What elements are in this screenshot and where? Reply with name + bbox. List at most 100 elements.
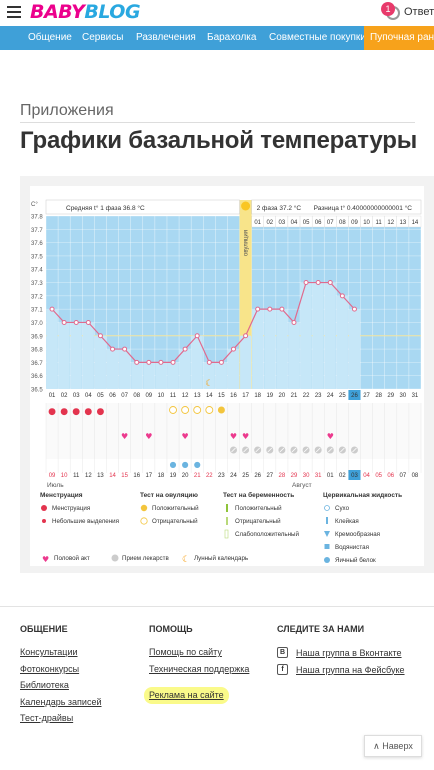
y-unit-label: С° [31,202,38,208]
logo[interactable]: BABYBLOG [30,1,141,23]
nav-item[interactable]: Барахолка [207,32,257,43]
calendar-date-label: 04 [363,473,370,479]
current-day-marker [348,390,361,400]
day-label: 06 [109,393,116,399]
legend-item-label: Слабоположительный [235,531,300,538]
temperature-point [303,280,309,286]
temperature-point [243,333,249,339]
legend-item-label: Небольшие выделения [52,518,119,525]
nav-item[interactable]: Сервисы [82,32,124,43]
value-bar [106,349,119,389]
value-bar [94,335,106,389]
social-fb[interactable]: f Наша группа на Фейсбуке [277,661,405,678]
y-tick-label: 37.6 [31,241,43,247]
day-label: 15 [218,393,225,399]
day-label: 23 [315,393,322,399]
calendar-date-label: 12 [85,473,92,479]
social-link[interactable]: Наша группа в Вконтакте [296,647,402,658]
footer-link-ads[interactable]: Реклама на сайте [144,687,229,704]
footer-link[interactable]: Библиотека [20,680,69,690]
pill-icon-mark [352,447,357,453]
temperature-point [146,359,152,365]
legend-item-label: Положительный [152,505,199,512]
legend-group-title: Тест на беременность [223,491,294,499]
value-bar [252,309,264,389]
ovulation-test-negative-icon [205,406,214,414]
menstruation-icon [41,505,47,511]
temperature-point [194,333,200,339]
y-tick-label: 37.4 [31,268,43,274]
temperature-point [49,306,55,312]
ovulation-test-negative-icon [193,406,202,414]
y-tick-label: 36.6 [31,374,43,380]
footer-link[interactable]: Техническая поддержка [149,663,250,674]
temperature-point [315,280,321,286]
footer-link[interactable]: Консультации [20,647,78,657]
value-bar [300,282,312,389]
menstruation-drop-icon: ● [72,407,80,417]
top-day-label: 11 [376,220,383,226]
answers-link[interactable]: Ответь [404,6,434,18]
day-label: 04 [85,393,92,399]
footer-divider [0,606,434,607]
temperature-point [97,333,103,339]
day-label: 26 [351,393,358,399]
calendar-date-label: 01 [327,473,334,479]
back-to-top-button[interactable]: ∧ Наверх [364,735,422,757]
temperature-point [134,359,140,365]
pill-icon-mark [291,447,297,453]
value-bar [312,282,324,389]
footer-link[interactable]: Тест-драйвы [20,713,74,723]
footer-link[interactable]: Календарь записей [20,696,102,707]
footer-col-help: ПОМОЩЬ Помощь по сайту Техническая подде… [144,624,250,704]
day-label: 27 [363,393,370,399]
day-label: 14 [206,393,213,399]
value-bar [155,362,167,389]
nav-item[interactable]: Совместные покупки [269,32,366,43]
ovulation-test-positive-icon [217,406,225,414]
calendar-date-label: 30 [303,473,310,479]
calendar-date-label: 19 [170,473,177,479]
calendar-date-label: 31 [315,473,322,479]
value-bar [240,335,252,389]
diff-label: Разница t° 0.40000000000001 °C [314,204,413,212]
nav-item-highlighted[interactable]: Пупочная ранк [364,26,434,50]
top-bar: BABYBLOG 1 Ответь [0,0,434,26]
calendar-date-label: 06 [387,473,394,479]
calendar-date-label: 25 [242,473,249,479]
social-link[interactable]: Наша группа на Фейсбуке [296,664,405,675]
footer-heading: ОБЩЕНИЕ [20,624,68,634]
day-label: 24 [327,393,334,399]
pill-icon-mark [267,447,273,453]
breadcrumb[interactable]: Приложения [20,102,114,119]
vk-icon: B [277,647,288,658]
divider [20,122,415,123]
temperature-point [231,346,236,352]
temperature-point [61,319,67,325]
calendar-date-label: 11 [73,473,80,479]
notification-badge[interactable]: 1 [381,2,395,16]
footer-link[interactable]: Помощь по сайту [149,647,222,657]
temperature-point [255,306,261,312]
heart-icon: ♥ [182,432,189,441]
footer-link[interactable]: Фотоконкурсы [20,663,80,674]
day-label: 05 [97,393,104,399]
pill-icon [111,554,119,562]
heart-icon: ♥ [145,432,152,441]
social-vk[interactable]: B Наша группа в Вконтакте [277,644,405,661]
creamy-icon [324,531,330,537]
temperature-point [279,306,285,312]
nav-item[interactable]: Развлечения [136,32,196,43]
legend-item-label: Менструация [52,505,90,512]
day-label: 22 [303,393,310,399]
temperature-point [182,346,188,352]
temperature-point [291,319,297,325]
heart-icon: ♥ [242,432,249,441]
top-day-label: 04 [291,220,298,226]
legend-item-label: Положительный [235,505,282,512]
menu-icon[interactable] [7,6,21,18]
nav-item[interactable]: Общение [28,32,72,43]
top-day-label: 12 [387,220,394,226]
pregnancy-test-icon [226,504,228,512]
value-bar [131,362,143,389]
